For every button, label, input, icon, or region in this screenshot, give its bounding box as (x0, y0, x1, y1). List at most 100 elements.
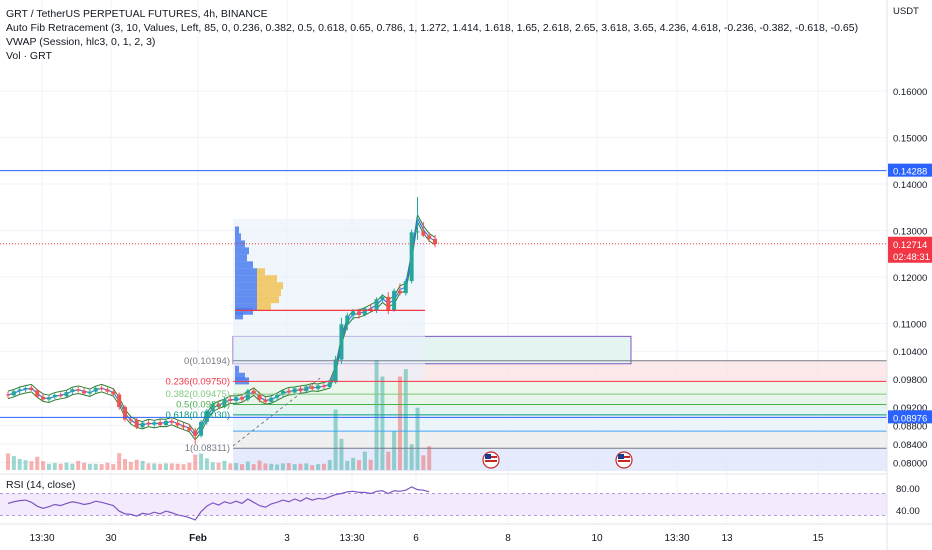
time-tick-label: 13:30 (29, 533, 54, 544)
candle-body (163, 420, 168, 426)
fib-zone (233, 404, 887, 415)
candle-body (333, 359, 338, 383)
volume-bar (351, 457, 356, 470)
profile-bar-up (235, 307, 253, 315)
volume-bar (427, 446, 432, 470)
volume-bar (362, 451, 367, 470)
volume-bar (134, 459, 139, 470)
countdown-label: 02:48:31 (893, 252, 930, 263)
profile-bar-up (235, 365, 239, 373)
price-tick-label: 0.16000 (893, 87, 927, 98)
profile-bar-up (235, 282, 257, 290)
volume-bar (70, 463, 75, 470)
volume-bar (210, 462, 215, 470)
volume-bar (11, 456, 16, 470)
volume-bar (280, 463, 285, 470)
profile-bar-up (235, 303, 257, 311)
candle-body (427, 235, 432, 239)
candle-body (292, 388, 297, 393)
volume-bar (175, 463, 180, 470)
price-tick-label: 0.15000 (893, 134, 927, 145)
volume-bar (386, 451, 391, 470)
horizontal-lines (0, 170, 887, 449)
time-tick-label: Feb (189, 533, 207, 544)
candle-body (310, 386, 315, 389)
price-tick-label: 0.08400 (893, 440, 927, 451)
profile-bar-down (257, 303, 271, 311)
profile-bar-up (235, 247, 249, 255)
time-axis[interactable]: 13:30 30 Feb 3 13:30 6 8 10 13:30 13 15 (0, 523, 932, 544)
legend-rsi[interactable]: RSI (14, close) (6, 479, 76, 491)
profile-bar-down (257, 268, 265, 276)
profile-bar-up (235, 296, 257, 304)
volume-bar (158, 463, 163, 470)
legend-vol[interactable]: Vol · GRT (6, 50, 52, 62)
candle-body (11, 391, 16, 396)
candle-body (35, 390, 40, 397)
rsi-tick-label: 40.00 (896, 506, 920, 517)
volume-bar (339, 438, 344, 470)
legend-symbol[interactable]: GRT / TetherUS PERPETUAL FUTURES, 4h, BI… (6, 8, 268, 20)
volume-bar (327, 460, 332, 470)
volume-bar (35, 456, 40, 470)
volume-bar (257, 460, 262, 470)
candle-body (146, 422, 151, 425)
profile-bar-down (257, 275, 277, 283)
volume-bar (310, 465, 315, 470)
time-tick-label: 8 (505, 533, 511, 544)
candle-body (362, 308, 367, 315)
rsi-tick-label: 80.00 (896, 484, 920, 495)
legend-vwap[interactable]: VWAP (Session, hlc3, 0, 1, 2, 3) (6, 36, 156, 48)
rsi-line (7, 486, 430, 521)
candle-body (17, 389, 22, 392)
candle-body (351, 311, 356, 316)
fib-labels: 0(0.10194)0.236(0.09750)0.382(0.09475)0.… (166, 356, 230, 454)
candle-body (240, 397, 244, 400)
volume-bar (380, 376, 385, 470)
volume-bar (263, 463, 268, 470)
candle-body (117, 394, 122, 407)
candle-body (29, 387, 34, 391)
profile-bar-down (257, 282, 283, 290)
us-flag-icon[interactable] (615, 451, 633, 469)
price-axis[interactable]: 80.00 40.00 USDT 0.16000 0.15000 0.14000 0.130… (886, 0, 932, 550)
fib-label: 0(0.10194) (184, 356, 230, 367)
volume-bar (204, 458, 209, 470)
vwap-lower-band (7, 220, 436, 441)
volume-bar (82, 462, 87, 470)
volume-bar (41, 461, 46, 470)
candle-body (397, 290, 402, 294)
volume-bar (140, 460, 145, 470)
candle-body (70, 389, 75, 393)
volume-bar (228, 463, 233, 470)
candle-body (87, 391, 92, 394)
legend-fib[interactable]: Auto Fib Retracement (3, 10, Values, Lef… (6, 22, 859, 34)
volume-bar (240, 464, 244, 470)
candle-body (339, 324, 344, 360)
volume-bar (269, 463, 274, 470)
volume-bar (321, 463, 326, 470)
profile-bar-up (235, 226, 239, 234)
profile-bar-up (235, 233, 241, 241)
us-flag-icon[interactable] (482, 451, 500, 469)
candle-body (257, 393, 262, 400)
candle-body (433, 238, 438, 244)
volume-bar (415, 407, 420, 470)
volume-bar (316, 464, 321, 470)
volume-bar (17, 459, 22, 470)
volume-bar (298, 463, 303, 470)
volume-bar (52, 463, 57, 470)
volume-bar (275, 464, 280, 470)
volume-bar (245, 461, 250, 470)
volume-bar (234, 463, 239, 470)
candle-body (421, 231, 426, 236)
candle-body (193, 430, 198, 436)
volume-bar (292, 464, 297, 470)
event-icons[interactable] (482, 451, 633, 469)
candle-body (374, 299, 379, 311)
volume-bar (23, 460, 28, 470)
volume-bar (193, 454, 198, 470)
volume-bar (123, 459, 127, 470)
time-tick-label: 13:30 (664, 533, 689, 544)
